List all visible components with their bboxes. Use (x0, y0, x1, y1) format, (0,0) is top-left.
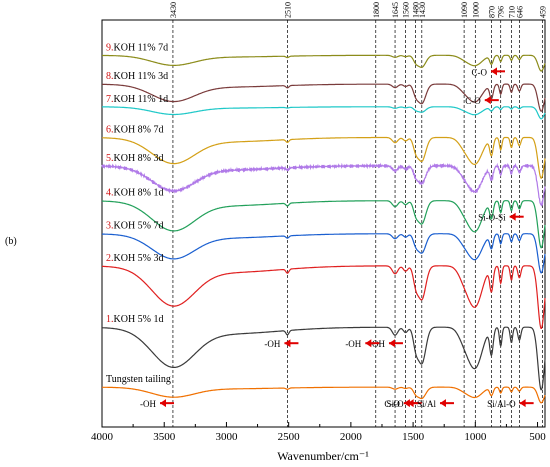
annotation-arrowhead-2 (484, 96, 491, 105)
series-label-5: 5.KOH 8% 3d (106, 153, 164, 164)
series-label-4: 6.KOH 8% 7d (106, 124, 164, 135)
annotation-8: Si-O (387, 399, 405, 409)
annotation-10: Si/Al-O (487, 399, 516, 409)
x-tick-label-3500: 3500 (153, 431, 176, 443)
series-label-1: 9.KOH 11% 7d (106, 42, 168, 53)
series-label-9: 1.KOH 5% 1d (106, 314, 164, 325)
series-line-8 (102, 265, 546, 329)
series-line-5 (101, 162, 546, 207)
x-tick-label-2000: 2000 (340, 431, 363, 443)
annotation-arrowhead-11 (159, 399, 166, 408)
series-line-7 (102, 233, 546, 274)
ref-label-646: 646 (515, 6, 524, 18)
annotation-5: -OH (345, 339, 361, 349)
annotation-7: C-O (384, 399, 400, 409)
series-label-8: 2.KOH 5% 3d (106, 253, 164, 264)
plot-frame (101, 19, 546, 428)
x-tick-label-2500: 2500 (278, 431, 301, 443)
annotation-arrowhead-4 (388, 339, 395, 348)
ref-label-3430: 3430 (169, 2, 178, 18)
annotation-arrowhead-6 (284, 339, 291, 348)
series-line-10 (102, 386, 546, 404)
ref-label-796: 796 (497, 6, 506, 18)
annotations: C-OC-OSi-O-Si-OH-OH-OHC-OSi-OSi/AlSi/Al-… (140, 67, 534, 409)
ref-label-1000: 1000 (471, 2, 480, 18)
series-label-6: 4.KOH 8% 1d (106, 188, 164, 199)
annotation-arrowhead-9 (439, 399, 446, 408)
series-line-6 (102, 200, 546, 249)
x-tick-label-4000: 4000 (91, 431, 114, 443)
ref-label-1645: 1645 (391, 2, 400, 18)
ref-label-1480: 1480 (412, 2, 421, 18)
ref-label-1560: 1560 (402, 2, 411, 18)
series-line-9 (102, 326, 546, 391)
annotation-9: Si/Al (417, 399, 437, 409)
x-tick-label-1000: 1000 (464, 431, 487, 443)
series-label-10: Tungsten tailing (106, 374, 171, 385)
series-label-7: 3.KOH 5% 7d (106, 221, 164, 232)
x-tick-label-3000: 3000 (215, 431, 238, 443)
ref-label-1800: 1800 (372, 2, 381, 18)
x-tick-label-500: 500 (529, 431, 546, 443)
series-line-1 (102, 54, 546, 72)
ref-label-1090: 1090 (460, 2, 469, 18)
ref-label-2510: 2510 (283, 2, 292, 18)
series-line-3 (102, 106, 546, 120)
annotation-arrowhead-1 (491, 67, 498, 76)
annotation-arrowhead-3 (509, 212, 516, 221)
annotation-11: -OH (140, 399, 156, 409)
series-label-3: 7.KOH 11% 1d (106, 94, 168, 105)
series-label-2: 8.KOH 11% 3d (106, 71, 168, 82)
ref-label-710: 710 (507, 6, 516, 18)
x-axis-title: Wavenumber/cm⁻¹ (277, 449, 369, 463)
ref-label-1430: 1430 (418, 2, 427, 18)
annotation-3: Si-O-Si (478, 213, 506, 223)
annotation-arrowhead-7 (403, 399, 410, 408)
x-axis: 4000 3500 3000 2500 2000 1500 1000 500 (91, 422, 546, 443)
annotation-arrowhead-5 (365, 339, 372, 348)
annotation-arrowhead-8 (407, 399, 414, 408)
panel-label: (b) (5, 236, 17, 247)
annotation-6: -OH (264, 339, 280, 349)
series-labels: 9.KOH 11% 7d 8.KOH 11% 3d 7.KOH 11% 1d 6.KO… (106, 42, 171, 385)
annotation-1: C-O (472, 67, 488, 77)
x-tick-label-1500: 1500 (402, 431, 425, 443)
series-line-4 (102, 136, 546, 179)
annotation-arrowhead-10 (519, 399, 526, 408)
ref-label-870: 870 (487, 6, 496, 18)
series-line-2 (101, 83, 546, 112)
annotation-2: C-O (465, 96, 481, 106)
ref-label-459: 459 (539, 6, 548, 18)
spectra-traces (101, 54, 546, 404)
